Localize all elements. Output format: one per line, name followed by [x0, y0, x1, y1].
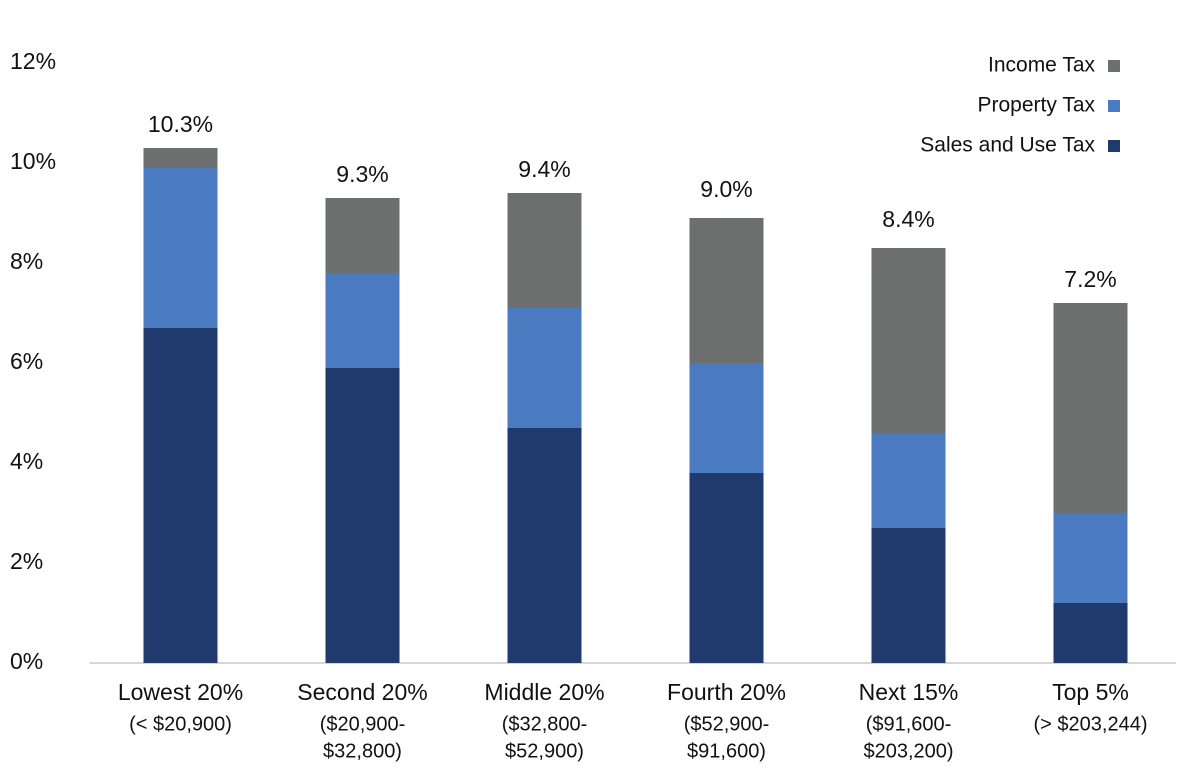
y-tick-label: 8% [10, 248, 43, 274]
bar-segment [507, 193, 582, 308]
bar-segment [689, 218, 764, 363]
x-tick-label: Next 15% [859, 679, 959, 705]
total-label: 9.4% [518, 156, 570, 182]
bar-segment [871, 248, 946, 433]
bar-segment [507, 308, 582, 428]
y-tick-label: 10% [10, 148, 56, 174]
bar-segment [871, 528, 946, 663]
total-label: 9.3% [336, 161, 388, 187]
bar-segment [143, 148, 218, 168]
bar-segment [325, 368, 400, 663]
x-tick-label: ($20,900- [320, 713, 406, 735]
y-tick-label: 2% [10, 548, 43, 574]
x-tick-label: Lowest 20% [118, 679, 243, 705]
legend-label: Sales and Use Tax [920, 134, 1095, 157]
x-tick-label: (> $203,244) [1034, 713, 1148, 735]
legend-swatch [1108, 60, 1120, 72]
legend-label: Property Tax [978, 94, 1096, 117]
x-tick-label: $32,800) [323, 740, 402, 762]
y-tick-label: 4% [10, 448, 43, 474]
total-label: 7.2% [1064, 266, 1116, 292]
x-tick-label: Second 20% [297, 679, 427, 705]
total-label: 9.0% [700, 176, 752, 202]
bar-segment [143, 168, 218, 328]
y-tick-label: 0% [10, 648, 43, 674]
y-tick-label: 6% [10, 348, 43, 374]
x-tick-label: ($32,800- [502, 713, 588, 735]
x-tick-label: Middle 20% [484, 679, 604, 705]
bar-segment [1053, 603, 1128, 663]
x-tick-label: Top 5% [1052, 679, 1129, 705]
bar-segment [143, 328, 218, 663]
x-tick-label: ($52,900- [684, 713, 770, 735]
bar-segment [325, 273, 400, 368]
y-tick-label: 12% [10, 48, 56, 74]
x-tick-label: $52,900) [505, 740, 584, 762]
bar-segment [507, 428, 582, 663]
legend-label: Income Tax [988, 54, 1095, 77]
bar-segment [1053, 513, 1128, 603]
x-tick-label: Fourth 20% [667, 679, 786, 705]
x-tick-label: ($91,600- [866, 713, 952, 735]
bar-segment [1053, 303, 1128, 513]
x-tick-label: $91,600) [687, 740, 766, 762]
total-label: 8.4% [882, 206, 934, 232]
bar-segment [689, 363, 764, 473]
x-tick-label: (< $20,900) [129, 713, 232, 735]
bar-segment [689, 473, 764, 663]
bar-segment [871, 433, 946, 528]
total-label: 10.3% [148, 111, 213, 137]
bar-segment [325, 198, 400, 273]
x-tick-label: $203,200) [863, 740, 953, 762]
legend-swatch [1108, 140, 1120, 152]
legend-swatch [1108, 100, 1120, 112]
